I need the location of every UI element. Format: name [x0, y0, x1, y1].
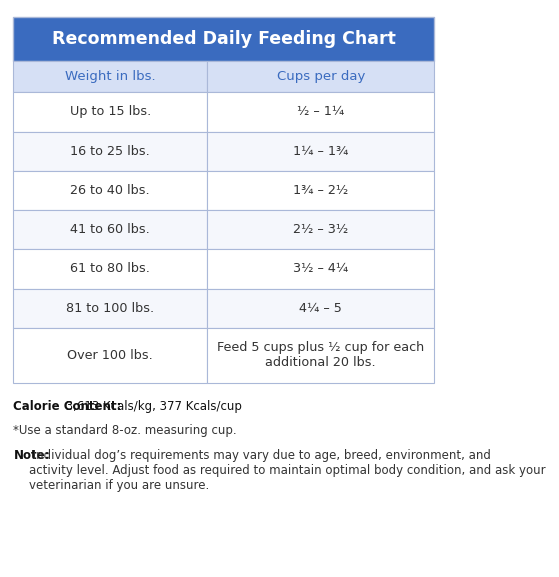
Text: 3,613 Kcals/kg, 377 Kcals/cup: 3,613 Kcals/kg, 377 Kcals/cup: [62, 400, 242, 413]
Text: 81 to 100 lbs.: 81 to 100 lbs.: [66, 302, 154, 314]
Text: ½ – 1¼: ½ – 1¼: [297, 106, 344, 118]
Text: 16 to 25 lbs.: 16 to 25 lbs.: [70, 145, 150, 158]
Text: Over 100 lbs.: Over 100 lbs.: [68, 349, 153, 362]
FancyBboxPatch shape: [207, 210, 434, 249]
Text: 61 to 80 lbs.: 61 to 80 lbs.: [70, 263, 150, 275]
FancyBboxPatch shape: [207, 288, 434, 328]
FancyBboxPatch shape: [13, 210, 207, 249]
FancyBboxPatch shape: [207, 132, 434, 171]
FancyBboxPatch shape: [207, 92, 434, 132]
FancyBboxPatch shape: [13, 17, 434, 61]
FancyBboxPatch shape: [13, 328, 207, 383]
Text: Note:: Note:: [13, 449, 50, 462]
Text: Up to 15 lbs.: Up to 15 lbs.: [70, 106, 151, 118]
FancyBboxPatch shape: [13, 132, 207, 171]
FancyBboxPatch shape: [207, 249, 434, 288]
FancyBboxPatch shape: [13, 249, 207, 288]
FancyBboxPatch shape: [13, 92, 207, 132]
Text: 3½ – 4¼: 3½ – 4¼: [293, 263, 348, 275]
Text: 26 to 40 lbs.: 26 to 40 lbs.: [70, 184, 150, 197]
Text: 1¾ – 2½: 1¾ – 2½: [293, 184, 348, 197]
Text: Recommended Daily Feeding Chart: Recommended Daily Feeding Chart: [52, 30, 396, 48]
Text: 41 to 60 lbs.: 41 to 60 lbs.: [70, 223, 150, 236]
Text: 2½ – 3½: 2½ – 3½: [293, 223, 348, 236]
FancyBboxPatch shape: [207, 328, 434, 383]
Text: Cups per day: Cups per day: [277, 70, 365, 83]
Text: Individual dog’s requirements may vary due to age, breed, environment, and
activ: Individual dog’s requirements may vary d…: [29, 449, 545, 492]
Text: Calorie Content:: Calorie Content:: [13, 400, 122, 413]
Text: Weight in lbs.: Weight in lbs.: [65, 70, 155, 83]
FancyBboxPatch shape: [207, 171, 434, 210]
FancyBboxPatch shape: [13, 288, 207, 328]
Text: *Use a standard 8-oz. measuring cup.: *Use a standard 8-oz. measuring cup.: [13, 424, 237, 437]
Text: Feed 5 cups plus ½ cup for each
additional 20 lbs.: Feed 5 cups plus ½ cup for each addition…: [217, 341, 424, 369]
FancyBboxPatch shape: [13, 61, 207, 92]
FancyBboxPatch shape: [13, 171, 207, 210]
Text: 4¼ – 5: 4¼ – 5: [299, 302, 342, 314]
Text: 1¼ – 1¾: 1¼ – 1¾: [293, 145, 348, 158]
FancyBboxPatch shape: [207, 61, 434, 92]
